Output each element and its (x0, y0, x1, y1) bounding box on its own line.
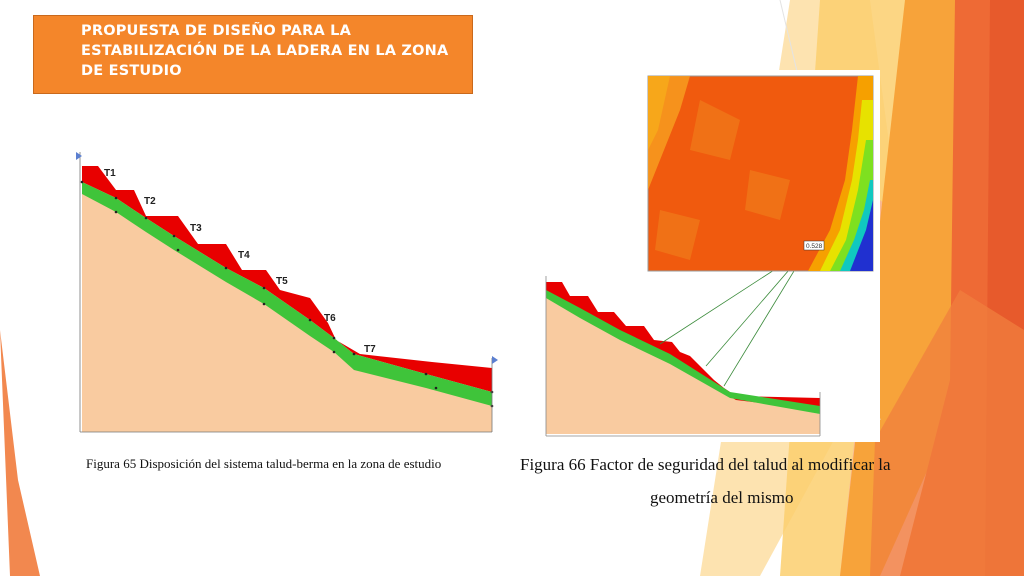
terrace-label: T3 (190, 223, 202, 234)
terrace-label: T1 (104, 168, 116, 179)
safety-factor-contour-inset: 0.528 (647, 75, 874, 272)
figure-65-slope-diagram: T1 T2 T3 T4 T5 T6 T7 (76, 152, 498, 433)
figure-66-caption-line2: geometría del mismo (650, 488, 794, 507)
safety-factor-label: 0.528 (806, 243, 823, 250)
cut-zone (82, 166, 492, 392)
terrace-label: T5 (276, 276, 288, 287)
figure-66-caption-line1: Figura 66 Factor de seguridad del talud … (520, 455, 891, 474)
slide-title: PROPUESTA DE DISEÑO PARA LA ESTABILIZACI… (81, 23, 449, 79)
soil-body (546, 292, 820, 434)
title-box: PROPUESTA DE DISEÑO PARA LA ESTABILIZACI… (33, 15, 473, 94)
figure-65-caption: Figura 65 Disposición del sistema talud-… (86, 456, 442, 471)
terrace-label: T4 (238, 250, 250, 261)
berm-layer (82, 182, 492, 406)
cut-zone (546, 282, 820, 410)
figure-66-safety-factor: 0.528 (540, 70, 880, 442)
terrace-label: T7 (364, 344, 376, 355)
terrace-label: T2 (144, 196, 156, 207)
terrace-label: T6 (324, 313, 336, 324)
